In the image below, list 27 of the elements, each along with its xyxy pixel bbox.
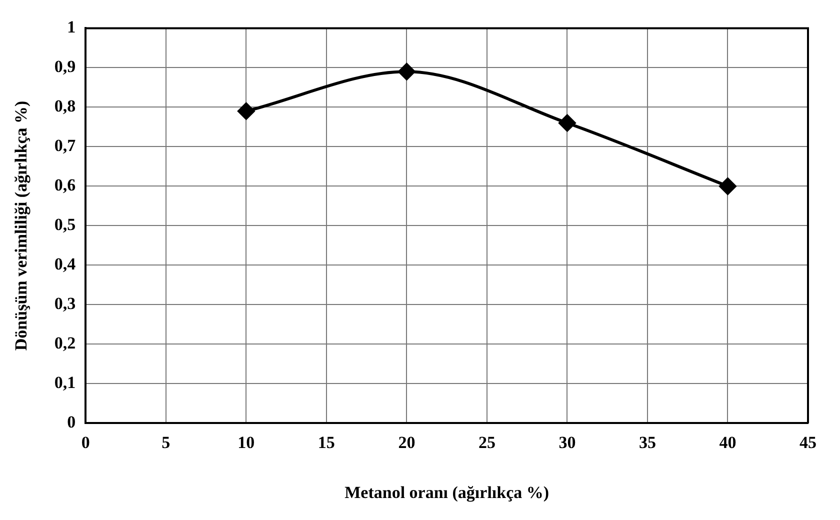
x-tick-label: 25: [478, 432, 496, 452]
point: [558, 114, 576, 132]
y-axis-title: Dönüşüm verimliliği (ağırlıkça %): [12, 100, 31, 351]
x-tick-label: 35: [638, 432, 656, 452]
y-tick-label: 0,5: [54, 215, 76, 234]
x-tick-label: 45: [800, 432, 816, 452]
y-tick-label: 0: [67, 412, 76, 432]
x-axis-title: Metanol oranı (ağırlıkça %): [344, 483, 550, 502]
y-tick-label: 0,9: [54, 57, 76, 76]
y-tick-label: 0,2: [54, 334, 76, 353]
x-tick-label: 15: [318, 432, 335, 452]
x-tick-label: 0: [81, 432, 90, 452]
y-tick-label: 1: [67, 18, 76, 37]
y-tick-label: 0,7: [54, 136, 76, 156]
y-tick-label: 0,8: [54, 96, 76, 116]
x-tick-label: 10: [238, 432, 255, 452]
y-tick-label: 0,1: [54, 373, 76, 392]
x-tick-label: 5: [162, 432, 170, 452]
x-tick-label: 40: [719, 432, 736, 452]
x-tick-label: 30: [558, 432, 576, 452]
point: [719, 178, 736, 195]
y-tick-label: 0,3: [54, 294, 76, 314]
x-tick-label: 20: [398, 432, 416, 452]
y-tick-label: 0,4: [54, 254, 76, 274]
point: [398, 63, 416, 80]
point: [238, 102, 255, 120]
y-tick-label: 0,6: [54, 176, 76, 195]
